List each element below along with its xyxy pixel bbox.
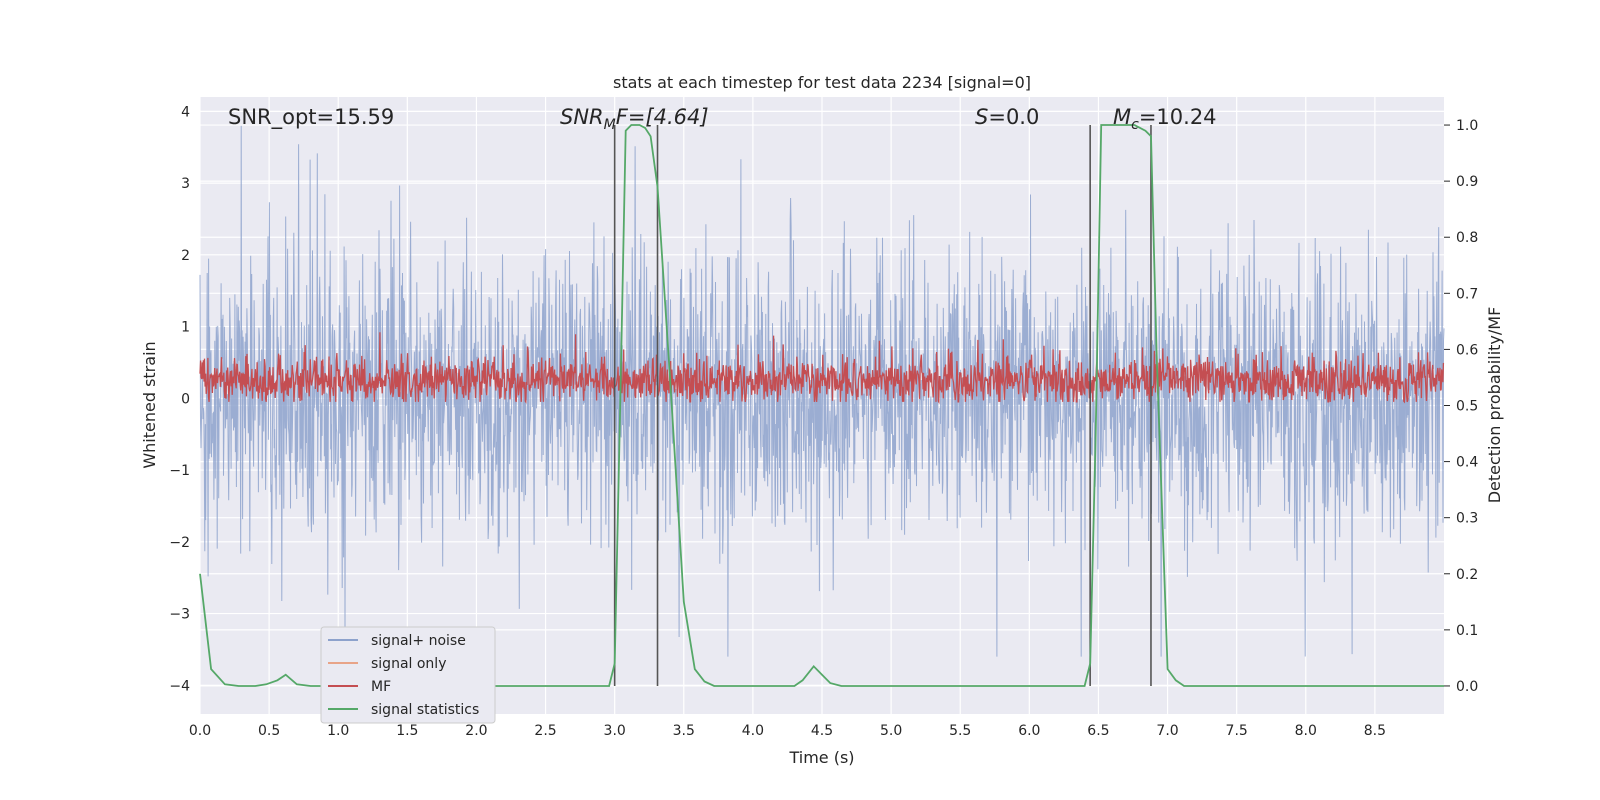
- x-tick-label: 4.5: [811, 723, 833, 739]
- y2-tick-label: 0.7: [1456, 286, 1478, 302]
- x-tick-label: 8.5: [1364, 723, 1386, 739]
- legend-label-mf: MF: [371, 679, 391, 695]
- y-axis-label: Whitened strain: [140, 341, 159, 468]
- s-symbol: S: [975, 105, 988, 129]
- y2-tick-label: 0.5: [1456, 399, 1478, 415]
- x-tick-label: 5.0: [880, 723, 902, 739]
- y-tick-label: 3: [181, 176, 190, 192]
- series-signal-noise: [199, 125, 1445, 657]
- y-tick-label: −1: [169, 463, 190, 479]
- vertical-markers: [613, 125, 1152, 686]
- legend-label-signal-noise: signal+ noise: [371, 633, 466, 649]
- mc-value: =10.24: [1139, 105, 1217, 129]
- x-tick-label: 7.5: [1226, 723, 1248, 739]
- y2-tick-label: 0.9: [1456, 174, 1478, 190]
- legend-label-signal-statistics: signal statistics: [371, 702, 479, 718]
- y2-axis-label: Detection probability/MF: [1485, 307, 1504, 504]
- tick-labels: 0.0 0.5 1.0 1.5 2.0 2.5 3.0 3.5 4.0 4.5 5.0 5.5 6.0 6…: [169, 104, 1478, 739]
- mf-line: [199, 332, 1445, 405]
- snr-mf-symbol: SNR: [560, 105, 604, 129]
- signal-noise-line: [199, 125, 1445, 657]
- y-tick-label: −3: [169, 607, 190, 623]
- annotation-mc: Mc=10.24: [1113, 105, 1217, 133]
- snr-mf-subscript: M: [604, 117, 616, 133]
- x-tick-label: 2.5: [534, 723, 556, 739]
- x-tick-label: 2.0: [465, 723, 487, 739]
- x-tick-label: 4.0: [742, 723, 764, 739]
- s-value: =0.0: [988, 105, 1039, 129]
- x-tick-label: 6.0: [1018, 723, 1040, 739]
- annotation-snr-opt: SNR_opt=15.59: [228, 105, 394, 130]
- y-tick-label: 2: [181, 248, 190, 264]
- x-tick-label: 0.5: [258, 723, 280, 739]
- mc-symbol: M: [1113, 105, 1131, 129]
- x-tick-label: 3.5: [673, 723, 695, 739]
- series-mf: [199, 332, 1445, 405]
- x-tick-label: 0.0: [189, 723, 211, 739]
- y2-tick-label: 0.3: [1456, 511, 1478, 527]
- x-axis-label: Time (s): [788, 748, 854, 767]
- y2-tick-label: 0.1: [1456, 623, 1478, 639]
- y2-tick-label: 0.6: [1456, 342, 1478, 358]
- legend-label-signal-only: signal only: [371, 656, 446, 672]
- y2-tick-label: 0.2: [1456, 567, 1478, 583]
- x-tick-label: 6.5: [1087, 723, 1109, 739]
- y-tick-label: 1: [181, 320, 190, 336]
- x-tick-label: 8.0: [1295, 723, 1317, 739]
- annotation-snr-mf: SNRMF=[4.64]: [560, 105, 709, 133]
- legend-box: [320, 626, 496, 724]
- y-tick-label: −4: [169, 678, 190, 694]
- x-tick-label: 3.0: [604, 723, 626, 739]
- x-tick-label: 5.5: [949, 723, 971, 739]
- annotation-s: S=0.0: [975, 105, 1039, 129]
- legend: signal+ noise signal only MF signal stat…: [320, 626, 496, 724]
- chart-title: stats at each timestep for test data 223…: [613, 73, 1031, 92]
- y-tick-label: 4: [181, 104, 190, 120]
- y2-tick-label: 1.0: [1456, 118, 1478, 134]
- x-tick-label: 1.0: [327, 723, 349, 739]
- snr-mf-rest: F=[4.64]: [616, 105, 709, 129]
- y2-tick-label: 0.8: [1456, 230, 1478, 246]
- y2-tick-label: 0.0: [1456, 679, 1478, 695]
- y-tick-label: 0: [181, 391, 190, 407]
- x-tick-label: 1.5: [396, 723, 418, 739]
- x-tick-label: 7.0: [1156, 723, 1178, 739]
- y2-tick-label: 0.4: [1456, 455, 1478, 471]
- mc-subscript: c: [1131, 117, 1139, 133]
- y-tick-label: −2: [169, 535, 190, 551]
